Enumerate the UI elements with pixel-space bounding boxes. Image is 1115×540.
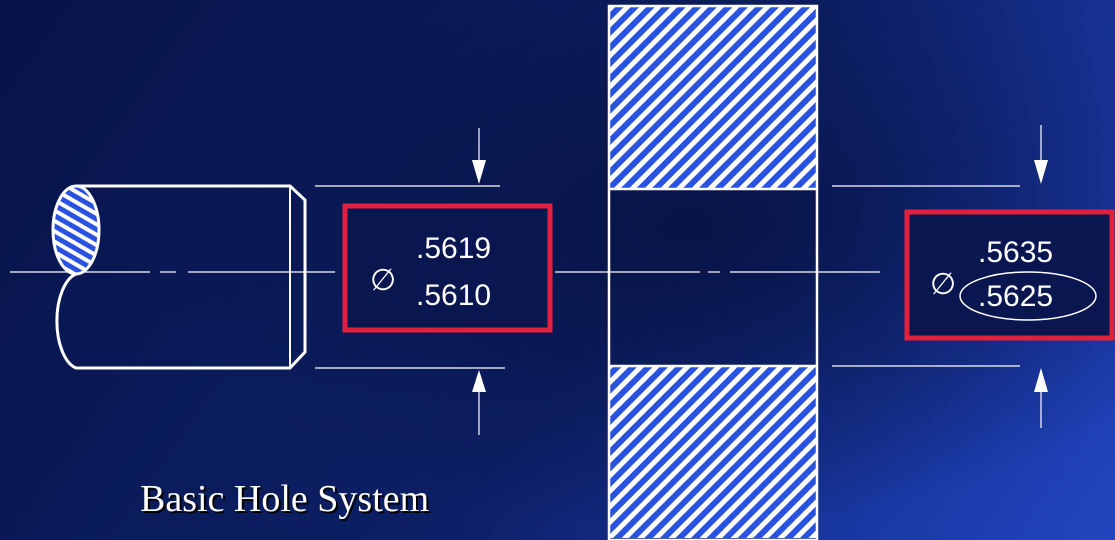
hole-dimension-lines [832, 125, 1042, 428]
hole-tolerance-box: ∅ .5635 .5625 [904, 209, 1115, 341]
hole-min-size-circle [959, 271, 1097, 321]
hole-max-size: .5635 [978, 236, 1053, 269]
shaft-end-section [51, 184, 101, 276]
hole-diameter-symbol: ∅ [930, 268, 956, 301]
hole-arrow-up [1034, 368, 1048, 392]
shaft-dimension-lines [315, 128, 505, 435]
shaft-tolerance-box: ∅ .5619 .5610 [342, 203, 553, 333]
slide-title: Basic Hole System [140, 478, 429, 520]
hole-part [607, 4, 819, 540]
shaft-max-size: .5619 [416, 232, 491, 265]
slide-title-shadow: Basic Hole System [142, 480, 431, 522]
shaft-arrow-down [472, 160, 486, 184]
shaft-arrow-up [472, 370, 486, 392]
shaft-diameter-symbol: ∅ [370, 264, 396, 297]
hub-top-section [609, 6, 817, 189]
shaft-drawing [51, 184, 307, 370]
hub-outline [607, 4, 819, 540]
shaft-outline [55, 184, 307, 370]
hub-bottom-section [609, 366, 817, 538]
shaft-min-size: .5610 [416, 279, 491, 312]
hole-min-size: .5625 [978, 280, 1053, 313]
hole-arrow-down [1034, 160, 1048, 184]
